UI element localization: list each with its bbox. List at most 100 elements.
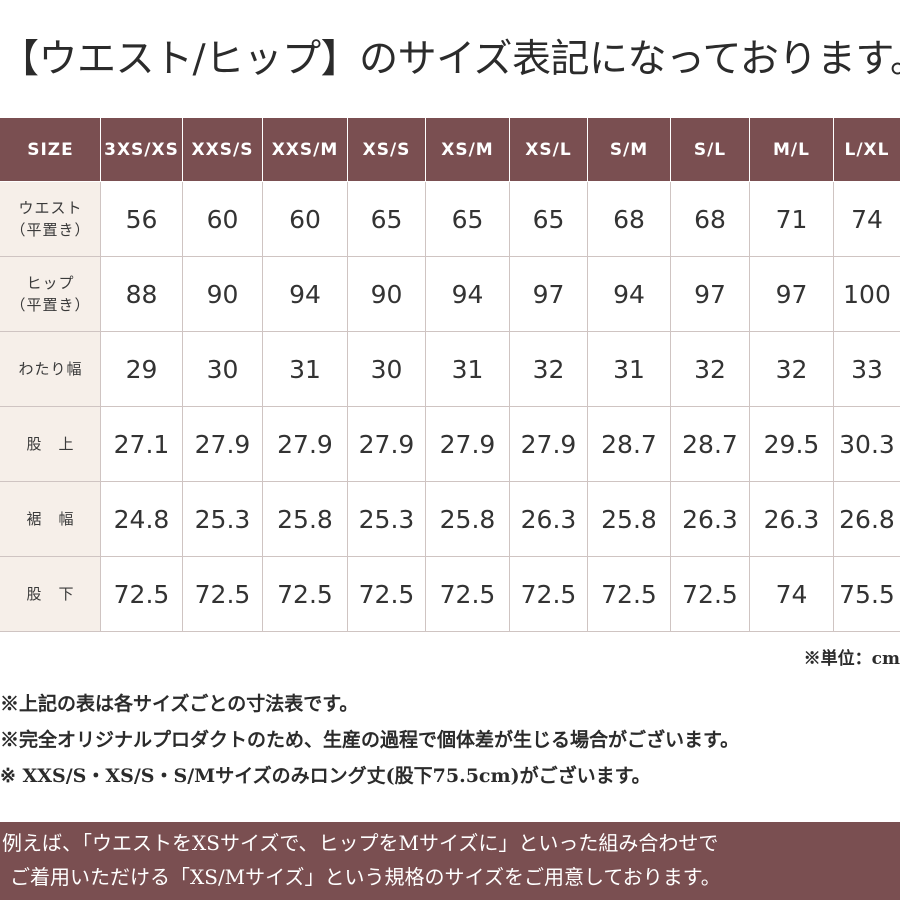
row-label: ヒップ （平置き）: [0, 256, 101, 332]
row-label: 裾 幅: [0, 481, 101, 557]
table-cell: 29.5: [749, 406, 834, 482]
row-label-main: 裾 幅: [26, 510, 75, 528]
banner-line-1: 例えば、「ウエストをXSサイズで、ヒップをMサイズに」といった組み合わせで: [2, 831, 719, 855]
row-label-sub: （平置き）: [10, 221, 91, 239]
table-cell: 32: [509, 331, 588, 407]
table-cell: 29: [100, 331, 183, 407]
note-item: ※上記の表は各サイズごとの寸法表です。: [0, 693, 359, 715]
table-header-row: SIZE 3XS/XS XXS/S XXS/M XS/S XS/M XS/L S/M S/L M/…: [0, 118, 900, 182]
table-cell: 31: [587, 331, 671, 407]
row-label-main: わたり幅: [18, 360, 83, 378]
table-cell: 25.3: [182, 481, 263, 557]
table-cell: 72.5: [425, 556, 510, 632]
table-cell: 25.3: [347, 481, 426, 557]
size-header-cell: SIZE: [0, 118, 101, 182]
table-cell: 30.3: [833, 406, 900, 482]
table-cell: 26.8: [833, 481, 900, 557]
table-cell: 30: [182, 331, 263, 407]
row-label-main: 股 下: [26, 585, 75, 603]
table-cell: 24.8: [100, 481, 183, 557]
table-row: わたり幅 29 30 31 30 31 32 31 32 32 33: [0, 331, 900, 407]
size-table: SIZE 3XS/XS XXS/S XXS/M XS/S XS/M XS/L S/M S/L M/…: [0, 118, 900, 632]
table-cell: 94: [425, 256, 510, 332]
size-column-header: XXS/M: [262, 118, 348, 182]
size-column-header: L/XL: [833, 118, 900, 182]
row-label-main: ヒップ: [26, 274, 75, 292]
row-label: 股 下: [0, 556, 101, 632]
table-cell: 71: [749, 181, 834, 257]
table-row: ヒップ （平置き） 88 90 94 90 94 97 94 97 97 100: [0, 256, 900, 332]
note-item: ※ XXS/S・XS/S・S/Mサイズのみロング丈(股下75.5cm)がございま…: [0, 765, 651, 787]
size-column-header: 3XS/XS: [100, 118, 183, 182]
row-label-main: 股 上: [26, 435, 75, 453]
table-cell: 72.5: [182, 556, 263, 632]
table-cell: 72.5: [100, 556, 183, 632]
table-cell: 28.7: [587, 406, 671, 482]
table-cell: 25.8: [587, 481, 671, 557]
table-cell: 65: [425, 181, 510, 257]
table-cell: 60: [262, 181, 348, 257]
notes-list: ※上記の表は各サイズごとの寸法表です。 ※完全オリジナルプロダクトのため、生産の…: [0, 686, 900, 794]
table-cell: 31: [262, 331, 348, 407]
table-cell: 100: [833, 256, 900, 332]
size-column-header: S/M: [587, 118, 671, 182]
table-cell: 68: [670, 181, 750, 257]
table-cell: 32: [749, 331, 834, 407]
table-cell: 27.9: [182, 406, 263, 482]
table-row: ウエスト （平置き） 56 60 60 65 65 65 68 68 71 74: [0, 181, 900, 257]
table-row: 裾 幅 24.8 25.3 25.8 25.3 25.8 26.3 25.8 26.3 26.3 2…: [0, 481, 900, 557]
row-label: 股 上: [0, 406, 101, 482]
table-cell: 27.1: [100, 406, 183, 482]
size-column-header: XS/L: [509, 118, 588, 182]
table-cell: 72.5: [587, 556, 671, 632]
banner-line-2: ご着用いただける「XS/Mサイズ」という規格のサイズをご用意しております。: [10, 865, 721, 889]
unit-note: ※単位：cm: [803, 649, 900, 669]
table-cell: 75.5: [833, 556, 900, 632]
row-label-main: ウエスト: [18, 199, 83, 217]
table-row: 股 上 27.1 27.9 27.9 27.9 27.9 27.9 28.7 28.7 29.5 3…: [0, 406, 900, 482]
table-cell: 65: [509, 181, 588, 257]
table-cell: 88: [100, 256, 183, 332]
size-column-header: XS/M: [425, 118, 510, 182]
table-cell: 97: [509, 256, 588, 332]
size-column-header: M/L: [749, 118, 834, 182]
table-cell: 72.5: [509, 556, 588, 632]
table-cell: 26.3: [509, 481, 588, 557]
size-column-header: S/L: [670, 118, 750, 182]
table-cell: 65: [347, 181, 426, 257]
table-cell: 33: [833, 331, 900, 407]
table-cell: 27.9: [262, 406, 348, 482]
row-label: わたり幅: [0, 331, 101, 407]
table-body: ウエスト （平置き） 56 60 60 65 65 65 68 68 71 74 ヒップ （平置き） 88 9…: [0, 181, 900, 632]
table-cell: 97: [749, 256, 834, 332]
table-cell: 90: [182, 256, 263, 332]
table-cell: 25.8: [262, 481, 348, 557]
note-item: ※完全オリジナルプロダクトのため、生産の過程で個体差が生じる場合がございます。: [0, 729, 740, 751]
table-cell: 74: [749, 556, 834, 632]
table-cell: 32: [670, 331, 750, 407]
table-cell: 25.8: [425, 481, 510, 557]
page-title: 【ウエスト/ヒップ】のサイズ表記になっております。: [0, 37, 900, 82]
row-label-sub: （平置き）: [10, 296, 91, 314]
explanation-banner: 例えば、「ウエストをXSサイズで、ヒップをMサイズに」といった組み合わせで ご着…: [0, 822, 900, 900]
table-cell: 27.9: [509, 406, 588, 482]
table-cell: 94: [587, 256, 671, 332]
table-cell: 28.7: [670, 406, 750, 482]
table-cell: 72.5: [347, 556, 426, 632]
table-cell: 56: [100, 181, 183, 257]
table-cell: 26.3: [670, 481, 750, 557]
table-cell: 27.9: [425, 406, 510, 482]
table-cell: 27.9: [347, 406, 426, 482]
table-cell: 30: [347, 331, 426, 407]
table-row: 股 下 72.5 72.5 72.5 72.5 72.5 72.5 72.5 72.5 74 75.…: [0, 556, 900, 632]
table-cell: 74: [833, 181, 900, 257]
table-cell: 72.5: [670, 556, 750, 632]
table-cell: 90: [347, 256, 426, 332]
size-column-header: XS/S: [347, 118, 426, 182]
table-cell: 26.3: [749, 481, 834, 557]
table-cell: 94: [262, 256, 348, 332]
table-cell: 97: [670, 256, 750, 332]
size-column-header: XXS/S: [182, 118, 263, 182]
table-cell: 31: [425, 331, 510, 407]
table-cell: 60: [182, 181, 263, 257]
